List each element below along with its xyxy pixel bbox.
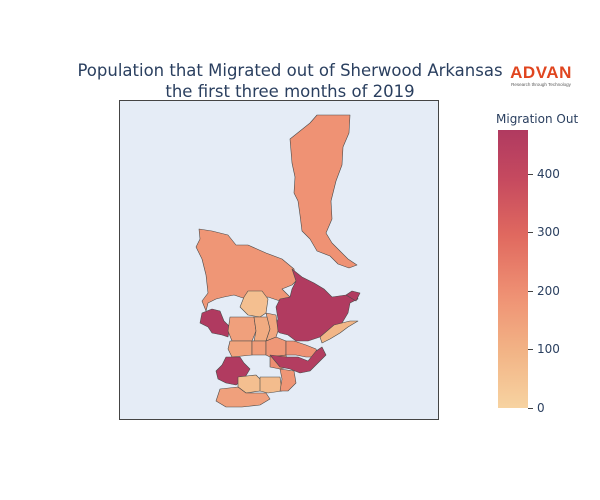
map-region-central-east-nub[interactable]	[345, 290, 361, 302]
choropleth-map[interactable]	[120, 101, 439, 420]
map-region-grid-d[interactable]	[251, 340, 267, 356]
colorbar-tick-label: 0	[537, 401, 545, 415]
colorbar-tick-mark	[528, 173, 533, 175]
map-region-south-tail[interactable]	[215, 386, 271, 408]
chart-title-line-1: Population that Migrated out of Sherwood…	[77, 61, 503, 80]
colorbar-tick-label: 200	[537, 283, 560, 298]
logo-wordmark: ADVAN	[510, 63, 572, 82]
colorbar-title: Migration Out	[496, 112, 579, 126]
advan-logo: ADVAN Research through Technology	[500, 64, 582, 92]
map-regions	[195, 114, 361, 408]
map-region-west-tab[interactable]	[199, 308, 231, 338]
map-region-south-light-b[interactable]	[259, 376, 283, 394]
colorbar-tick-mark	[528, 349, 533, 351]
chart-title: Population that Migrated out of Sherwood…	[40, 60, 540, 102]
logo-tagline: Research through Technology	[511, 82, 571, 87]
colorbar-tick-label: 300	[537, 225, 560, 240]
map-region-north-tract[interactable]	[289, 114, 358, 269]
map-plot-area[interactable]	[119, 100, 439, 420]
map-region-south-center-dark[interactable]	[269, 346, 327, 374]
map-region-south-orange[interactable]	[279, 368, 297, 392]
colorbar-tick-label: 400	[537, 166, 560, 181]
map-region-grid-f[interactable]	[265, 312, 279, 342]
map-region-grid-c[interactable]	[227, 340, 253, 358]
chart-title-line-2: the first three months of 2019	[165, 82, 415, 101]
colorbar-tick-mark	[528, 408, 533, 409]
colorbar: Migration Out 0 100 200 300 400	[480, 100, 598, 430]
colorbar-tick-label: 100	[537, 342, 560, 357]
colorbar-gradient	[498, 130, 528, 408]
map-region-east-spike-light[interactable]	[319, 320, 359, 344]
colorbar-tick-mark	[528, 232, 533, 234]
map-region-grid-a[interactable]	[227, 316, 257, 342]
colorbar-tick-mark	[528, 290, 533, 292]
